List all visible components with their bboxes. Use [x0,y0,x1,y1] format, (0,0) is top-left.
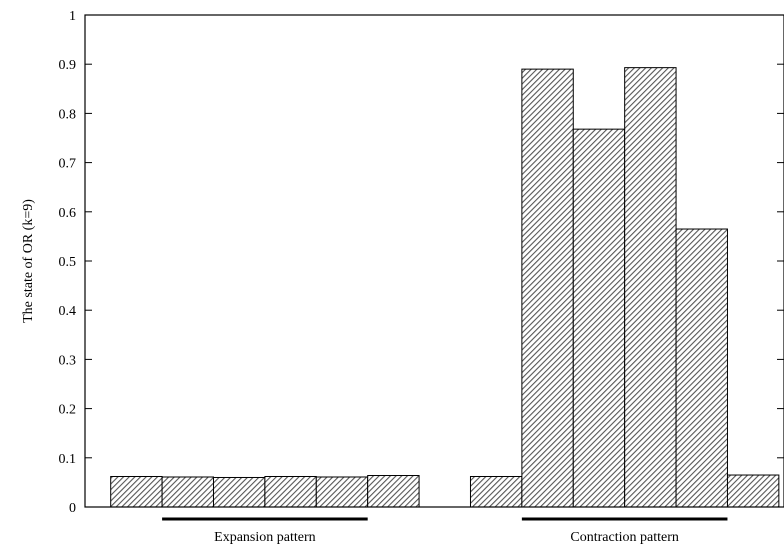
bar-3 [212,476,266,508]
y-axis-title: The state of OR (k=9) [21,199,36,323]
y-tick-label: 0.1 [59,452,77,467]
bar-10 [624,67,677,508]
y-tick-label: 0.8 [59,107,77,122]
y-tick-label: 1 [69,9,76,24]
bar-4 [264,475,317,508]
bar-5 [315,476,369,508]
bars-layer [110,67,780,508]
bar-7 [469,475,523,508]
group-annotations: Expansion pattern Contraction pattern [162,517,728,545]
bar-2 [161,476,214,508]
bar-11 [675,228,728,508]
bar-8 [521,68,574,508]
y-tick-label: 0.4 [59,304,77,319]
group-label-2: Contraction pattern [570,530,678,545]
y-tick-label: 0.3 [59,353,77,368]
bar-6 [367,475,420,508]
bar-9 [572,128,626,508]
y-tick-label: 0.6 [59,206,77,221]
y-tick-label: 0 [69,501,76,516]
y-axis: 0 0.1 0.2 0.3 0.4 0.5 0.6 0.7 0.8 0.9 1 [59,9,784,516]
y-tick-label: 0.2 [59,403,77,418]
y-tick-label: 0.5 [59,255,77,270]
y-tick-label: 0.7 [59,157,77,172]
bar-12 [726,474,780,508]
y-tick-label: 0.9 [59,58,77,73]
group-label-1: Expansion pattern [214,530,315,545]
bar-1 [110,475,163,508]
